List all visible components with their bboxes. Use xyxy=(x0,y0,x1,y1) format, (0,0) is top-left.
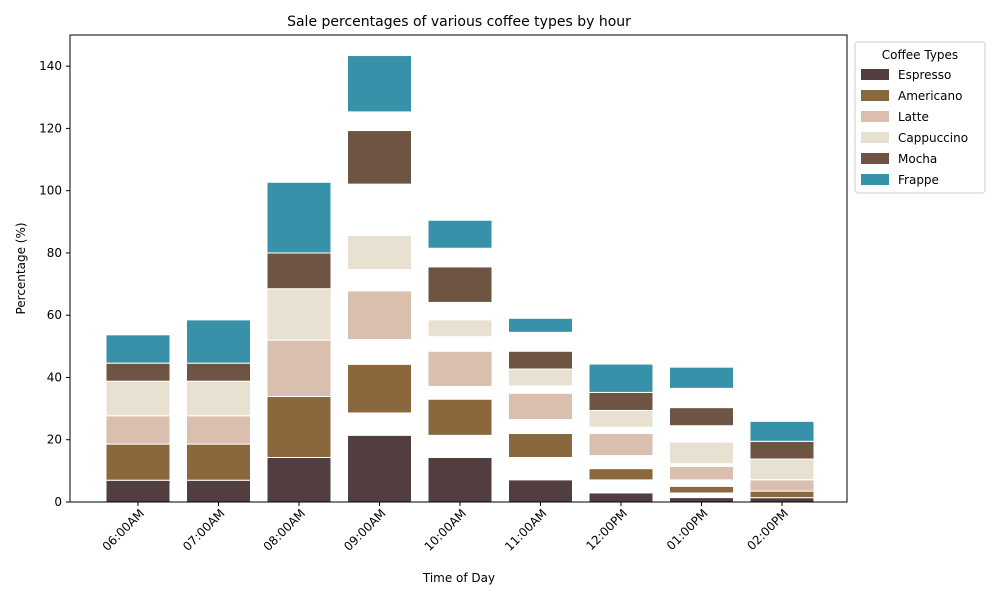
bar-latte-3 xyxy=(347,290,412,340)
bar-frappe-5 xyxy=(508,317,573,333)
chart-title: Sale percentages of various coffee types… xyxy=(287,14,631,30)
y-tick-label-100: 100 xyxy=(39,184,62,198)
bar-americano-5 xyxy=(508,433,573,458)
legend-swatch-latte xyxy=(861,111,889,122)
plot-frame xyxy=(69,34,848,503)
bar-mocha-3 xyxy=(347,130,412,185)
legend-label-mocha: Mocha xyxy=(898,152,937,166)
x-tick-label-0: 06:00AM xyxy=(100,506,147,553)
bar-latte-7 xyxy=(669,466,734,481)
x-axis: 06:00AM 07:00AM 08:00AM 09:00AM 10:00AM 11:00… xyxy=(100,502,791,554)
bar-americano-4 xyxy=(427,398,493,436)
legend-label-americano: Americano xyxy=(898,89,962,103)
y-tick-label-120: 120 xyxy=(39,121,62,135)
legend-label-espresso: Espresso xyxy=(898,68,951,82)
bar-americano-7 xyxy=(669,485,734,494)
bar-mocha-4 xyxy=(427,266,493,303)
bar-espresso-2 xyxy=(266,456,332,503)
bar-frappe-8 xyxy=(749,420,815,442)
legend: Coffee Types Espresso Americano Latte Cappu… xyxy=(854,41,986,194)
bar-espresso-1 xyxy=(186,479,251,503)
legend-swatch-americano xyxy=(861,90,889,101)
bar-mocha-2 xyxy=(266,252,332,290)
bar-cappuccino-1 xyxy=(186,380,251,417)
bar-cappuccino-5 xyxy=(508,368,573,387)
y-tick-label-140: 140 xyxy=(39,59,62,73)
bar-cappuccino-4 xyxy=(427,319,493,338)
bar-latte-4 xyxy=(427,350,493,387)
bar-espresso-5 xyxy=(508,479,573,503)
bar-frappe-4 xyxy=(427,219,493,249)
y-axis: 0 20 40 60 80 100 120 140 xyxy=(39,59,70,509)
bar-mocha-7 xyxy=(669,407,734,427)
legend-swatch-cappuccino xyxy=(861,132,889,143)
bar-mocha-1 xyxy=(186,362,251,382)
bar-americano-3 xyxy=(347,363,412,414)
bar-frappe-3 xyxy=(347,55,412,113)
y-tick-label-60: 60 xyxy=(47,308,62,322)
x-tick-label-3: 09:00AM xyxy=(341,506,388,553)
x-tick-label-2: 08:00AM xyxy=(261,506,308,553)
x-tick-label-4: 10:00AM xyxy=(422,506,469,553)
bar-latte-1 xyxy=(186,415,251,445)
y-tick-label-40: 40 xyxy=(47,370,62,384)
x-tick-label-6: 12:00PM xyxy=(583,506,630,553)
bar-mocha-0 xyxy=(105,362,171,382)
y-tick-label-20: 20 xyxy=(47,433,62,447)
legend-swatch-espresso xyxy=(861,69,889,80)
x-axis-label: Time of Day xyxy=(422,571,495,585)
plot-area xyxy=(105,55,815,503)
bar-frappe-2 xyxy=(266,181,332,254)
legend-title: Coffee Types xyxy=(882,48,958,62)
legend-label-cappuccino: Cappuccino xyxy=(898,131,968,145)
bar-latte-5 xyxy=(508,392,573,420)
bar-americano-8 xyxy=(749,490,815,499)
bar-frappe-0 xyxy=(105,334,171,364)
x-tick-label-7: 01:00PM xyxy=(664,506,711,553)
bar-americano-1 xyxy=(186,443,251,481)
y-axis-label: Percentage (%) xyxy=(14,222,28,314)
legend-label-frappe: Frappe xyxy=(898,173,939,187)
bar-mocha-8 xyxy=(749,440,815,460)
bar-espresso-7 xyxy=(669,497,734,503)
y-tick-label-0: 0 xyxy=(54,495,62,509)
legend-swatch-mocha xyxy=(861,153,889,164)
x-tick-label-5: 11:00AM xyxy=(502,506,549,553)
bar-latte-6 xyxy=(588,433,654,457)
bar-frappe-7 xyxy=(669,366,734,389)
bar-americano-0 xyxy=(105,443,171,481)
bar-espresso-4 xyxy=(427,456,493,503)
bar-espresso-8 xyxy=(749,497,815,503)
legend-swatch-frappe xyxy=(861,174,889,185)
bar-cappuccino-8 xyxy=(749,458,815,481)
bar-mocha-6 xyxy=(588,391,654,411)
y-tick-label-80: 80 xyxy=(47,246,62,260)
bar-espresso-3 xyxy=(347,434,412,503)
bar-americano-6 xyxy=(588,468,654,481)
legend-label-latte: Latte xyxy=(898,110,929,124)
legend-items: Espresso Americano Latte Cappuccino Mocha Fra… xyxy=(861,68,968,187)
bar-cappuccino-2 xyxy=(266,288,332,341)
x-tick-label-8: 02:00PM xyxy=(744,506,791,553)
bar-latte-8 xyxy=(749,479,815,492)
bar-latte-2 xyxy=(266,339,332,397)
bar-latte-0 xyxy=(105,415,171,445)
bar-cappuccino-0 xyxy=(105,380,171,417)
bar-espresso-6 xyxy=(588,492,654,503)
bar-cappuccino-7 xyxy=(669,441,734,465)
bar-americano-2 xyxy=(266,395,332,458)
x-tick-label-1: 07:00AM xyxy=(180,506,227,553)
bar-frappe-6 xyxy=(588,363,654,393)
bar-cappuccino-3 xyxy=(347,235,412,270)
bar-cappuccino-6 xyxy=(588,409,654,428)
bar-mocha-5 xyxy=(508,350,573,370)
bar-espresso-0 xyxy=(105,479,171,503)
bar-frappe-1 xyxy=(186,319,251,364)
